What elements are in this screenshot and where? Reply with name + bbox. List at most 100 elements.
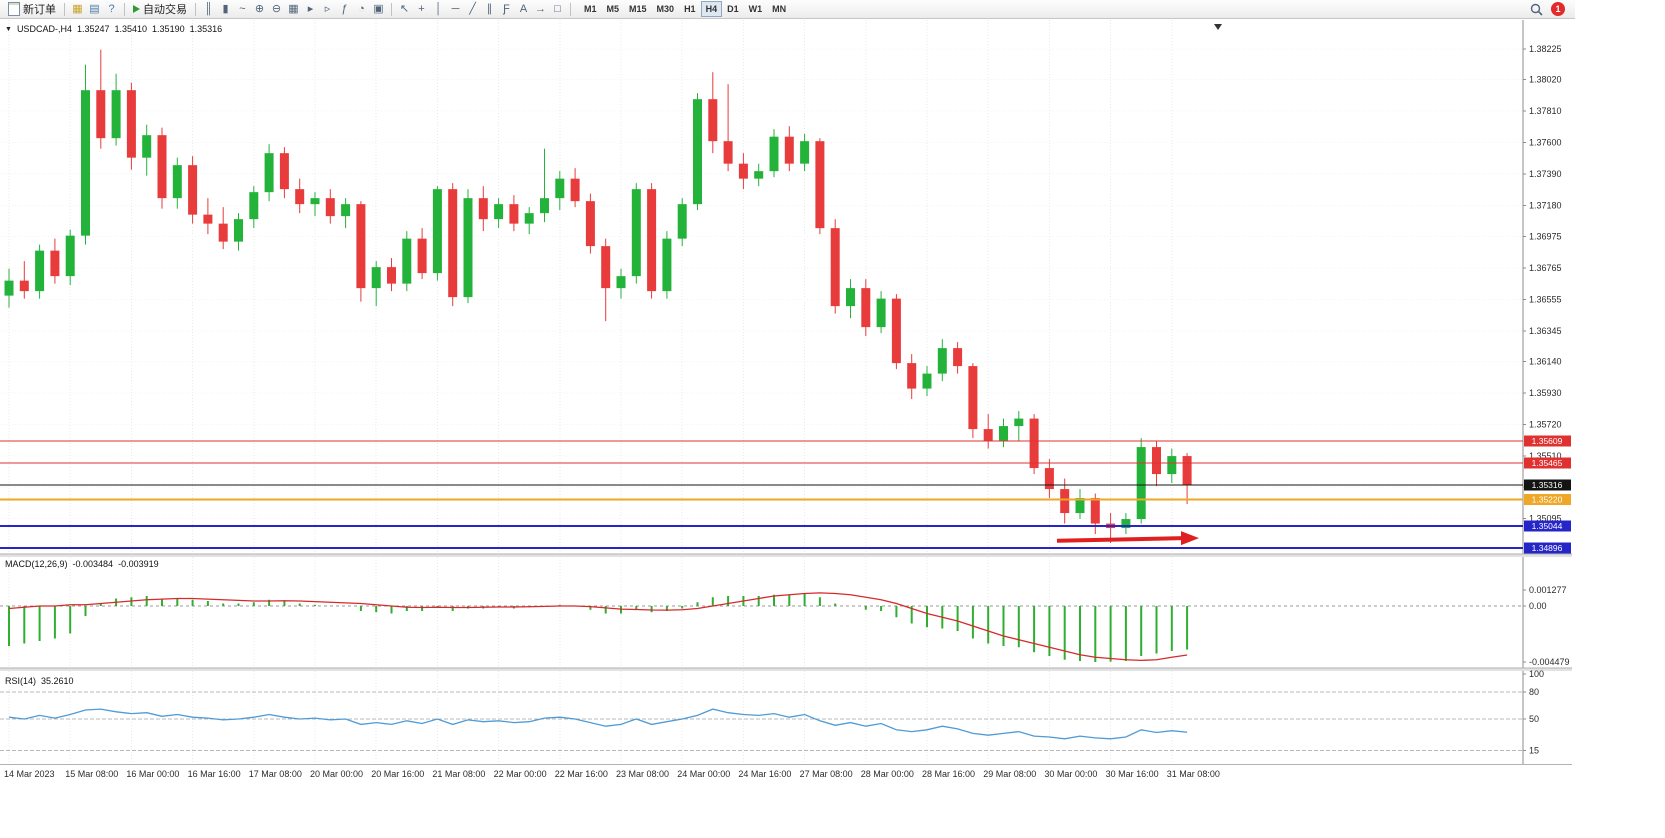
- candle: [1014, 418, 1024, 427]
- cursor-icon[interactable]: ↖: [399, 3, 410, 15]
- time-label: 28 Mar 16:00: [922, 769, 975, 779]
- timeframe-group: M1 M5 M15 M30 H1 H4 D1 W1 MN: [579, 1, 791, 17]
- candle: [509, 204, 519, 224]
- toolbar-right: 1: [1528, 1, 1571, 17]
- trend-arrow[interactable]: [1056, 531, 1199, 546]
- candle: [111, 90, 121, 139]
- timeframe-h1[interactable]: H1: [679, 1, 701, 17]
- high-value: 1.35410: [114, 24, 148, 34]
- candle: [264, 153, 274, 193]
- rsi-panel: 100 80 50 15: [0, 669, 1544, 756]
- candle: [524, 213, 534, 224]
- symbol-timeframe-label: USDCAD-,H4: [16, 24, 72, 34]
- timeframe-m30[interactable]: M30: [652, 1, 680, 17]
- chart-area: 1.38225 1.38020 1.37810 1.37600 1.37390 1.371…: [0, 20, 1575, 792]
- macd-panel-title: MACD(12,26,9) -0.003484 -0.003919: [5, 559, 159, 569]
- new-order-button[interactable]: 新订单: [4, 1, 60, 18]
- candle: [448, 189, 458, 298]
- candle: [662, 238, 672, 292]
- zoom-out-icon[interactable]: ⊖: [271, 3, 282, 15]
- timeframe-w1[interactable]: W1: [744, 1, 768, 17]
- profile-icon-group: ▦ ▤?: [69, 1, 120, 17]
- candle: [1044, 468, 1054, 490]
- charts-icon[interactable]: ▦: [72, 3, 83, 15]
- price-tick-label: 1.37600: [1529, 138, 1562, 148]
- shapes-icon[interactable]: □: [554, 3, 561, 15]
- auto-scroll-icon[interactable]: ▸: [307, 3, 314, 15]
- templates-icon[interactable]: ▣: [373, 3, 384, 15]
- time-label: 29 Mar 08:00: [983, 769, 1036, 779]
- candle: [341, 204, 351, 217]
- zoom-in-icon[interactable]: ⊕: [254, 3, 265, 15]
- new-order-icon: [8, 2, 20, 16]
- trendline-icon[interactable]: ╱: [469, 3, 476, 15]
- price-tick-label: 1.36765: [1529, 263, 1562, 273]
- text-icon[interactable]: A: [519, 3, 528, 15]
- time-label: 22 Mar 00:00: [494, 769, 547, 779]
- candle: [1121, 519, 1131, 529]
- timeframe-h4[interactable]: H4: [700, 1, 723, 17]
- search-icon[interactable]: [1528, 1, 1545, 17]
- auto-trading-label: 自动交易: [143, 4, 187, 16]
- notification-badge[interactable]: 1: [1551, 2, 1565, 16]
- toolbar-separator: [64, 2, 65, 16]
- profiles-icon[interactable]: ▤: [89, 3, 100, 15]
- chart-title: ▼ USDCAD-,H4 1.35247 1.35410 1.35190 1.3…: [5, 24, 222, 34]
- bar-chart-icon[interactable]: ║: [204, 3, 213, 15]
- candle: [325, 198, 335, 217]
- candlestick-icon[interactable]: ▮: [222, 3, 229, 15]
- price-tick-label: 1.37810: [1529, 106, 1562, 116]
- time-label: 31 Mar 08:00: [1167, 769, 1220, 779]
- time-label: 15 Mar 08:00: [65, 769, 118, 779]
- rsi-axis-label: 80: [1529, 687, 1539, 697]
- candle: [1060, 489, 1070, 514]
- candle: [142, 135, 152, 158]
- candle: [126, 90, 136, 158]
- price-tick-label: 1.37390: [1529, 169, 1562, 179]
- hlines-layer: 1.38225 1.38020 1.37810 1.37600 1.37390 1.371…: [0, 20, 1571, 765]
- arrows-icon[interactable]: →: [535, 3, 546, 15]
- resistance-line-2-price-label: 1.35465: [1532, 458, 1563, 468]
- timeframe-m5[interactable]: M5: [602, 1, 625, 17]
- candle: [540, 198, 549, 214]
- candle: [249, 192, 259, 220]
- resistance-line-2-price-badge: [1524, 457, 1571, 469]
- timeframe-m1[interactable]: M1: [579, 1, 602, 17]
- periods-icon[interactable]: ◔: [358, 3, 365, 15]
- macd-axis-label: -0.004479: [1529, 657, 1570, 667]
- candle: [203, 214, 213, 224]
- price-tick-label: 1.35510: [1529, 451, 1562, 461]
- price-tick-label: 1.38225: [1529, 44, 1562, 54]
- panel-separators[interactable]: [0, 553, 1572, 765]
- timeframe-m15[interactable]: M15: [624, 1, 652, 17]
- chart-canvas[interactable]: 1.38225 1.38020 1.37810 1.37600 1.37390 1.371…: [0, 20, 1575, 792]
- candle: [555, 178, 565, 199]
- candle: [907, 363, 917, 389]
- fibonacci-icon[interactable]: Ƒ: [503, 3, 510, 15]
- rsi-value: 35.2610: [41, 676, 74, 686]
- tile-windows-icon[interactable]: ▦: [288, 3, 299, 15]
- indicators-icon[interactable]: ƒ: [341, 3, 348, 15]
- help-icon[interactable]: ?: [108, 3, 115, 15]
- hline-icon[interactable]: ─: [451, 3, 460, 15]
- time-label: 24 Mar 00:00: [677, 769, 730, 779]
- chart-shift-marker[interactable]: [1214, 24, 1222, 30]
- line-chart-icon[interactable]: ~: [239, 3, 246, 15]
- candle: [953, 348, 963, 367]
- candle: [279, 153, 289, 190]
- symbol-dropdown-icon[interactable]: ▼: [5, 25, 12, 33]
- chart-shift-icon[interactable]: ▹: [324, 3, 331, 15]
- time-axis: 14 Mar 2023 15 Mar 08:00 16 Mar 00:00 16 Ma…: [4, 769, 1220, 779]
- candle: [601, 246, 611, 289]
- timeframe-d1[interactable]: D1: [722, 1, 744, 17]
- price-tick-label: 1.36345: [1529, 326, 1562, 336]
- crosshair-icon[interactable]: +: [418, 3, 425, 15]
- macd-signal-value: -0.003919: [118, 559, 159, 569]
- timeframe-mn[interactable]: MN: [767, 1, 791, 17]
- new-order-label: 新订单: [23, 4, 56, 16]
- drawing-tools-group: ↖ + │ ─ ╱ ∥ Ƒ A → □: [396, 1, 566, 17]
- vline-icon[interactable]: │: [435, 3, 442, 15]
- candle: [647, 189, 657, 292]
- auto-trading-button[interactable]: 自动交易: [129, 1, 191, 18]
- channel-icon[interactable]: ∥: [486, 3, 493, 15]
